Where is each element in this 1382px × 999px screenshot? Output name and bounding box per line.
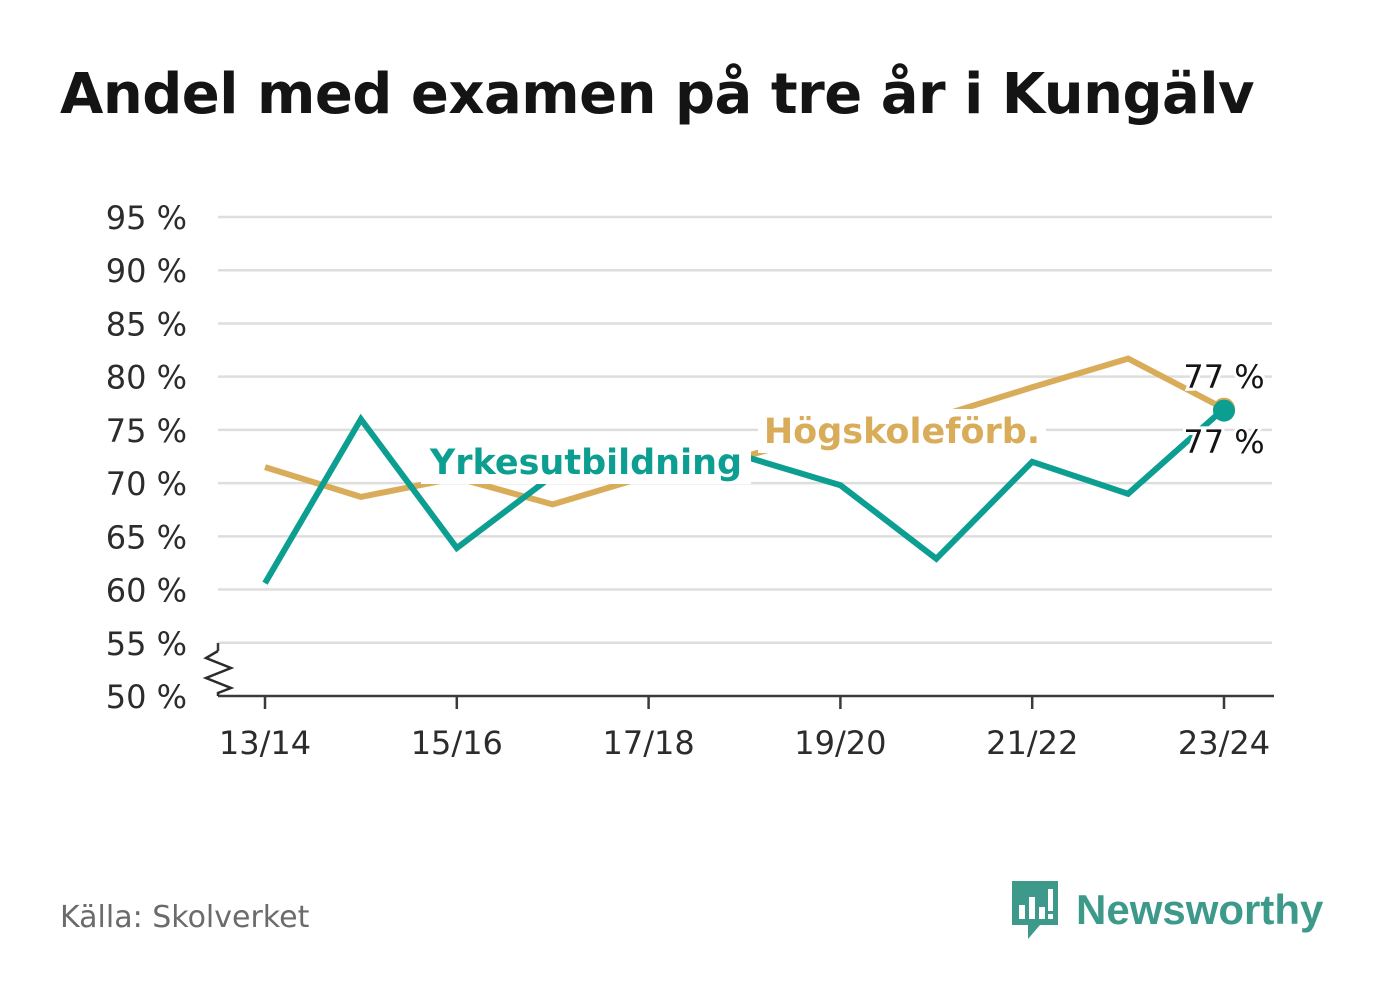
y-tick-label: 55 % [106, 625, 187, 663]
y-tick-label: 70 % [106, 465, 187, 503]
y-tick-label: 65 % [106, 518, 187, 556]
x-tick-label: 23/24 [1178, 724, 1270, 762]
series-label-bg [421, 440, 751, 484]
line-chart: 50 % 55 % 60 % 65 % 70 % 75 % 80 % 85 % 90 % 95 %… [106, 199, 1274, 762]
series-line-1 [262, 406, 1226, 585]
y-tick-label: 90 % [106, 252, 187, 290]
x-tick-label: 17/18 [602, 724, 694, 762]
end-marker [1213, 399, 1235, 422]
y-tick-label: 80 % [106, 359, 187, 397]
axis-break-icon [202, 649, 235, 696]
x-tick-label: 15/16 [411, 724, 503, 762]
y-tick-label: 95 % [106, 199, 187, 237]
end-label: 77 % [1183, 423, 1264, 461]
y-tick-label: 60 % [106, 572, 187, 610]
end-label: 77 % [1183, 358, 1264, 396]
x-tick-label: 21/22 [986, 724, 1078, 762]
y-tick-label: 75 % [106, 412, 187, 450]
series-label-bg [758, 409, 1046, 453]
newsworthy-brand[interactable]: Newsworthy [1010, 878, 1323, 942]
x-tick-label: 19/20 [794, 724, 886, 762]
chart-title: Andel med examen på tre år i Kungälv [60, 62, 1255, 127]
axes: 50 % 55 % 60 % 65 % 70 % 75 % 80 % 85 % 90 % 95 %… [106, 199, 1274, 762]
y-tick-label: 50 % [106, 678, 187, 716]
gridlines [218, 215, 1272, 645]
x-tick-label: 13/14 [219, 724, 311, 762]
newsworthy-logo-icon [1012, 881, 1058, 939]
source-note: Källa: Skolverket [60, 900, 310, 935]
series-label: Högskoleförb. [764, 412, 1040, 452]
data-labels: Yrkesutbildning Högskoleförb. 77 % 77 % [421, 355, 1268, 484]
y-tick-label: 85 % [106, 305, 187, 343]
brand-name: Newsworthy [1076, 886, 1324, 933]
series-label: Yrkesutbildning [429, 443, 742, 483]
